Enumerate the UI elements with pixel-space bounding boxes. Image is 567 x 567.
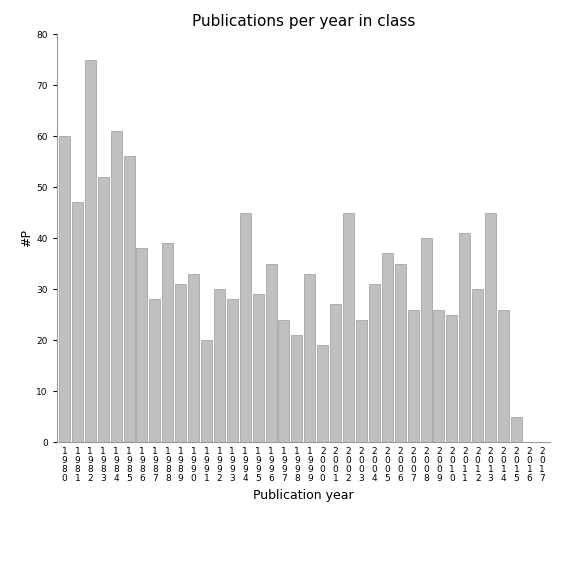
Bar (408, 310, 418, 442)
Bar (446, 315, 458, 442)
Bar (421, 238, 431, 442)
Bar (227, 299, 238, 442)
Bar (85, 60, 96, 442)
Bar (162, 243, 174, 442)
Bar (433, 310, 445, 442)
Bar (317, 345, 328, 442)
Bar (459, 233, 470, 442)
Y-axis label: #P: #P (20, 229, 33, 247)
Bar (356, 320, 367, 442)
X-axis label: Publication year: Publication year (253, 489, 354, 502)
Bar (72, 202, 83, 442)
Bar (149, 299, 160, 442)
Bar (382, 253, 393, 442)
Bar (511, 417, 522, 442)
Bar (330, 304, 341, 442)
Bar (291, 335, 302, 442)
Bar (188, 274, 199, 442)
Bar (498, 310, 509, 442)
Title: Publications per year in class: Publications per year in class (192, 14, 415, 29)
Bar (395, 264, 405, 442)
Bar (278, 320, 290, 442)
Bar (253, 294, 264, 442)
Bar (472, 289, 483, 442)
Bar (98, 177, 109, 442)
Bar (485, 213, 496, 442)
Bar (343, 213, 354, 442)
Bar (240, 213, 251, 442)
Bar (369, 284, 380, 442)
Bar (214, 289, 225, 442)
Bar (137, 248, 147, 442)
Bar (124, 156, 134, 442)
Bar (304, 274, 315, 442)
Bar (201, 340, 212, 442)
Bar (59, 136, 70, 442)
Bar (111, 131, 121, 442)
Bar (175, 284, 186, 442)
Bar (265, 264, 277, 442)
